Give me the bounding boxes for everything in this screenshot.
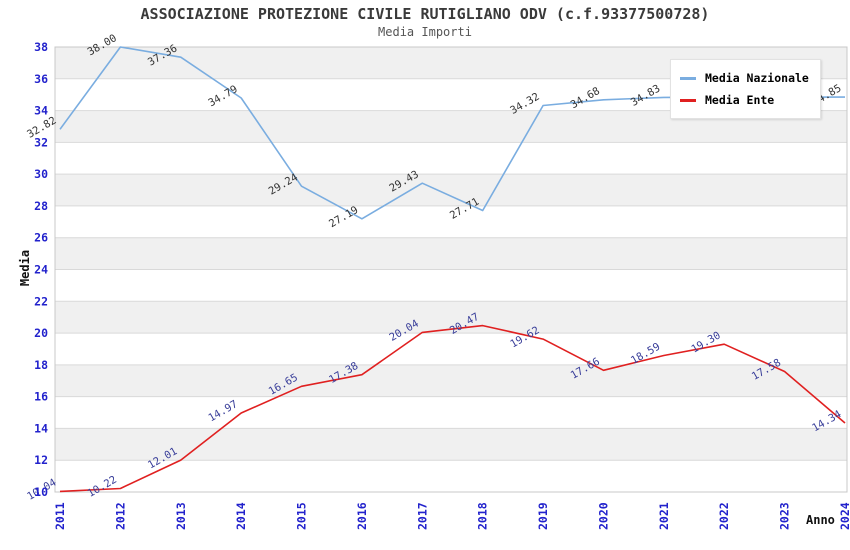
y-tick-label: 36	[34, 72, 48, 86]
x-tick-label: 2021	[657, 502, 671, 530]
plot-band	[55, 269, 847, 302]
plot-band	[55, 460, 847, 492]
plot-band	[55, 174, 847, 206]
x-tick-label: 2024	[838, 502, 850, 530]
series-line-media-ente	[59, 324, 846, 493]
x-tick-label: 2016	[355, 502, 369, 530]
x-tick-label: 2015	[295, 502, 309, 530]
y-tick-label: 10	[34, 485, 48, 499]
x-tick-label: 2022	[717, 502, 731, 530]
y-tick-label: 14	[34, 421, 48, 435]
y-tick-label: 38	[34, 40, 48, 54]
x-tick-label: 2017	[415, 502, 429, 530]
media-ente-line-swatch-icon	[680, 98, 696, 102]
y-tick-label: 18	[34, 358, 48, 372]
y-tick-label: 22	[34, 294, 48, 308]
plot-band	[55, 142, 847, 175]
y-axis-title: Media	[18, 249, 32, 287]
y-tick-label: 16	[34, 390, 48, 404]
chart-title: ASSOCIAZIONE PROTEZIONE CIVILE RUTIGLIAN…	[140, 5, 710, 23]
plot-border	[54, 46, 848, 493]
y-tick-label: 34	[34, 104, 48, 118]
y-tick-label: 28	[34, 199, 48, 213]
x-tick-label: 2023	[778, 502, 792, 530]
y-tick-label: 26	[34, 231, 48, 245]
x-tick-label: 2011	[53, 502, 67, 530]
plot-band	[55, 237, 847, 270]
legend-label-media-nazionale: Media Nazionale	[705, 71, 809, 85]
y-tick-label: 12	[34, 453, 48, 467]
x-tick-label: 2014	[234, 502, 248, 530]
chart-subtitle: Media Importi	[378, 25, 472, 39]
x-axis-title: Anno	[806, 513, 835, 527]
x-tick-label: 2020	[597, 502, 611, 530]
plot-band	[55, 301, 847, 334]
plot-band	[55, 205, 847, 238]
legend-item-media-ente: Media Ente	[680, 89, 809, 111]
x-tick-label: 2013	[174, 502, 188, 530]
y-tick-label: 32	[34, 135, 48, 149]
legend-item-media-nazionale: Media Nazionale	[680, 67, 809, 89]
plot-band	[55, 396, 847, 429]
media-nazionale-line-swatch-icon	[680, 76, 696, 80]
plot-band	[55, 333, 847, 365]
x-tick-label: 2012	[113, 502, 127, 530]
x-tick-label: 2018	[476, 502, 490, 530]
y-tick-label: 20	[34, 326, 48, 340]
y-tick-label: 30	[34, 167, 48, 181]
x-tick-label: 2019	[536, 502, 550, 530]
y-tick-label: 24	[34, 263, 48, 277]
plot-band	[55, 364, 847, 397]
legend-label-media-ente: Media Ente	[705, 93, 775, 107]
legend-box: Media Nazionale Media Ente	[670, 59, 821, 119]
